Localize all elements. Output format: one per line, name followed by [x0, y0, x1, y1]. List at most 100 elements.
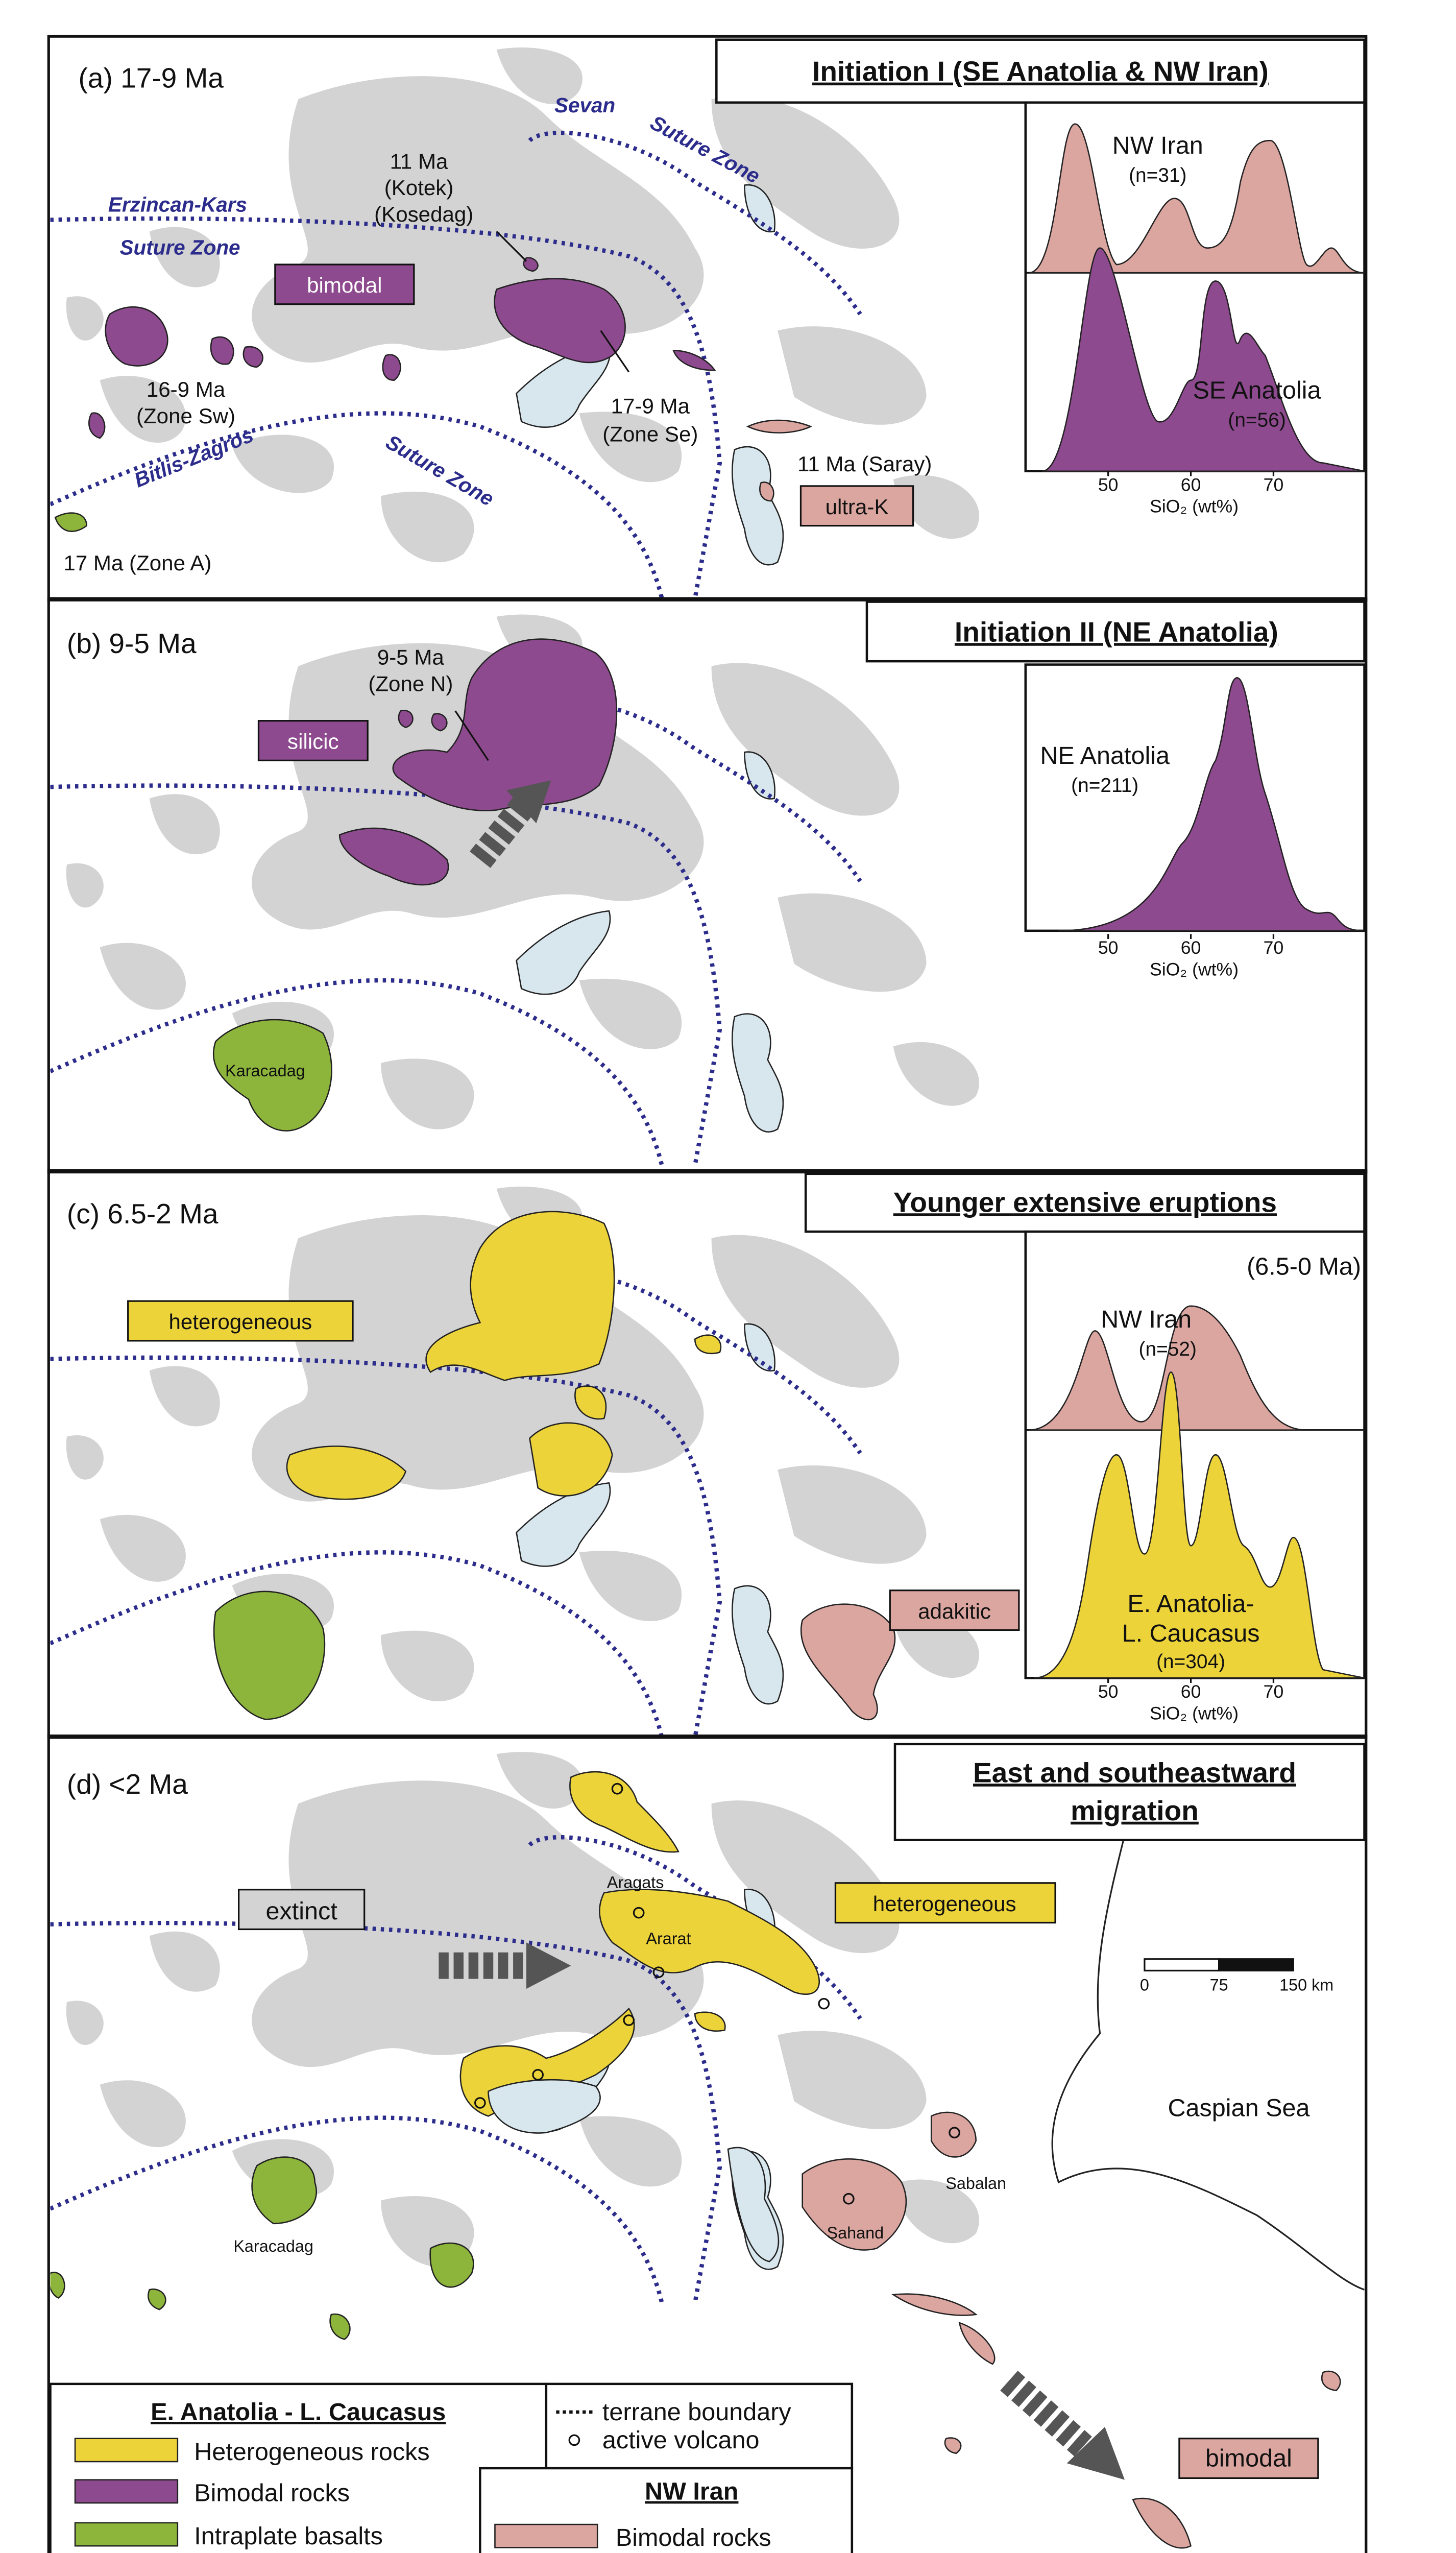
pu — [382, 354, 401, 381]
panel-label: (b) 9-5 Ma — [67, 628, 197, 659]
pu — [338, 827, 449, 886]
ye — [529, 1422, 613, 1497]
plot-group: L. Caucasus — [1122, 1620, 1260, 1647]
divider — [47, 1169, 1368, 1174]
ye — [599, 1889, 820, 1995]
x-axis-label: SiO₂ (wt%) — [1150, 959, 1239, 979]
plot-n: (n=31) — [1129, 164, 1186, 186]
plot-n: (n=304) — [1156, 1651, 1225, 1673]
map-label: 17-9 Ma — [611, 394, 690, 418]
plot-period: (6.5-0 Ma) — [1247, 1253, 1361, 1280]
pu — [398, 710, 414, 728]
panel-title: Younger extensive eruptions — [893, 1186, 1277, 1218]
bl — [488, 2079, 601, 2134]
rect — [799, 485, 914, 527]
map-label: Karacadag — [225, 1062, 305, 1080]
map-label: silicic — [287, 730, 339, 754]
suture-label: Sevan — [554, 93, 615, 117]
pu — [494, 278, 626, 364]
outer-frame — [47, 35, 1368, 2553]
box — [893, 1743, 1366, 1841]
pk — [494, 2523, 598, 2548]
box — [545, 2382, 854, 2470]
scale-label: 0 — [1140, 1976, 1149, 1994]
gr — [213, 1591, 326, 1720]
g — [474, 1783, 960, 2205]
x-axis-label: SiO₂ (wt%) — [1150, 496, 1239, 517]
panel-title: East and southeastward — [973, 1756, 1296, 1788]
plot-c: (6.5-0 Ma) NW Iran (n=52) E. Anatolia- L… — [1024, 1230, 1366, 1679]
map-label: heterogeneous — [168, 1310, 312, 1334]
ye — [694, 1334, 721, 1355]
map-label: bimodal — [1205, 2445, 1292, 2472]
divider — [47, 1735, 1368, 1739]
box — [804, 1172, 1366, 1233]
plot-n: (n=56) — [1228, 409, 1285, 431]
map-label: 11 Ma — [390, 149, 448, 173]
pu — [105, 306, 168, 367]
map-a — [51, 47, 979, 598]
pk — [891, 2293, 978, 2316]
scale-label: 75 — [1210, 1976, 1228, 1994]
path — [1000, 2371, 1093, 2457]
x-tick-label: 60 — [1181, 937, 1201, 958]
map-label: (Zone N) — [368, 671, 453, 695]
line — [600, 330, 630, 373]
legend-item: Heterogeneous rocks — [194, 2438, 429, 2466]
divider — [47, 597, 1368, 601]
pk — [944, 2437, 962, 2454]
box — [865, 600, 1366, 663]
rect — [1144, 1958, 1220, 1972]
rect — [257, 720, 369, 761]
x-tick-label: 50 — [1098, 475, 1119, 495]
x-tick-label: 70 — [1264, 475, 1284, 495]
x-tick-label: 70 — [1264, 937, 1284, 958]
circle — [532, 2069, 544, 2081]
gr — [251, 2156, 317, 2225]
gr — [54, 512, 88, 532]
ye — [74, 2438, 179, 2463]
legend: E. Anatolia - L. Caucasus Heterogeneous … — [49, 2382, 854, 2553]
legend-heading: NW Iran — [645, 2477, 738, 2505]
path — [506, 780, 551, 824]
map-label: Sahand — [827, 2224, 884, 2242]
pk — [1029, 123, 1365, 274]
gr — [148, 2289, 166, 2310]
line — [496, 231, 527, 262]
x-axis-label: SiO₂ (wt%) — [1150, 1703, 1239, 1723]
map-label: extinct — [266, 1897, 338, 1925]
map-label: Aragats — [607, 1873, 664, 1892]
ye — [286, 1446, 407, 1500]
legend-item: Bimodal rocks — [194, 2479, 350, 2507]
ye — [425, 1211, 615, 1381]
map-label: Karacadag — [233, 2237, 313, 2255]
pk — [746, 419, 813, 433]
legend-item: active volcano — [602, 2426, 760, 2454]
x-tick-label: 60 — [1181, 475, 1201, 495]
map-label: ultra-K — [826, 495, 889, 519]
map-label: (Zone Se) — [602, 422, 698, 446]
pu — [431, 713, 448, 732]
ye — [574, 1385, 607, 1420]
panel-b-labels: (b) 9-5 Ma Initiation II (NE Anatolia) 9… — [67, 600, 1366, 1080]
circle — [568, 2434, 580, 2446]
panel-label: (a) 17-9 Ma — [79, 62, 224, 94]
plot-a: NW Iran (n=31) SE Anatolia (n=56) — [1024, 101, 1366, 473]
map-label: Caspian Sea — [1168, 2094, 1309, 2122]
pk — [958, 2322, 996, 2365]
rect — [274, 263, 415, 305]
plot-group: E. Anatolia- — [1127, 1590, 1254, 1618]
ye — [694, 2011, 726, 2032]
x-tick-label: 60 — [1181, 1681, 1201, 1702]
panel-title: Initiation II (NE Anatolia) — [955, 616, 1278, 647]
gr — [329, 2313, 351, 2340]
pu — [523, 257, 539, 272]
plot-n: (n=211) — [1071, 775, 1138, 797]
map-label: Sabalan — [945, 2174, 1006, 2193]
legend-item: Bimodal rocks — [616, 2524, 771, 2551]
rect — [238, 1889, 366, 1931]
panel-title: migration — [1071, 1795, 1199, 1826]
pu — [88, 412, 106, 439]
